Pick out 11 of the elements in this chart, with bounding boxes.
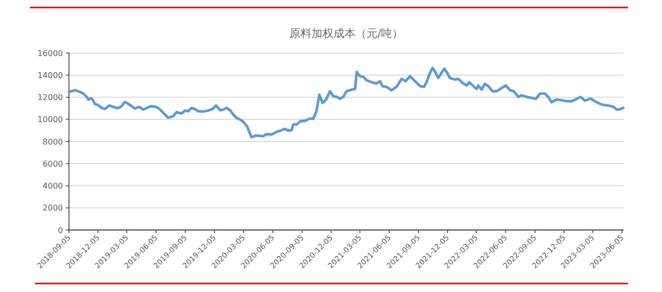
y-tick-label: 0 <box>58 226 63 235</box>
y-tick-label: 4000 <box>42 182 63 191</box>
y-tick-label: 14000 <box>38 70 63 80</box>
chart-title: 原料加权成本（元/吨） <box>289 27 404 40</box>
y-tick-label: 16000 <box>38 48 63 58</box>
y-tick-label: 12000 <box>38 93 63 102</box>
y-tick-label: 2000 <box>42 204 63 213</box>
y-tick-label: 10000 <box>38 115 63 124</box>
line-series <box>68 66 625 138</box>
y-tick-label: 8000 <box>42 137 63 146</box>
y-tick-label: 6000 <box>42 159 63 168</box>
